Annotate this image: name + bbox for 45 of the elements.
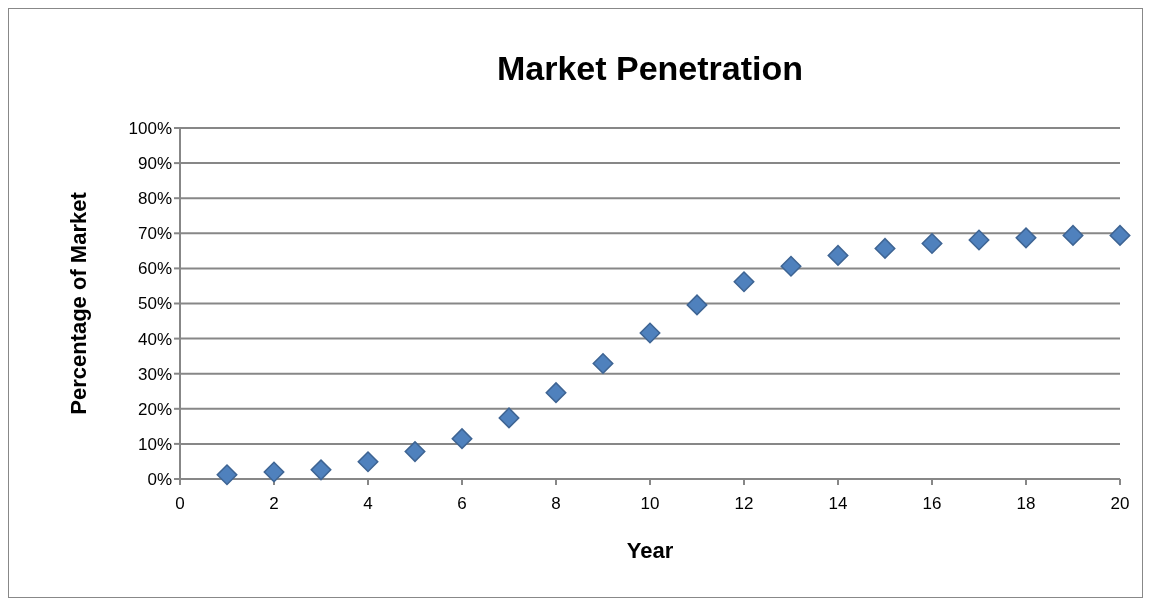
point xyxy=(263,461,285,483)
x-axis-title: Year xyxy=(626,538,674,563)
y-tick-label: 80% xyxy=(137,189,172,209)
x-tick-label: 0 xyxy=(175,494,185,513)
y-tick-label: 70% xyxy=(137,224,172,244)
point xyxy=(1109,224,1131,246)
x-tick-label: 4 xyxy=(363,494,373,513)
point xyxy=(357,451,379,473)
point xyxy=(874,237,896,259)
point xyxy=(498,407,520,429)
chart-title: Market Penetration xyxy=(496,49,804,87)
y-tick-label: 10% xyxy=(137,434,172,454)
y-tick-label: 30% xyxy=(137,364,172,384)
y-tick-label: 60% xyxy=(137,259,172,279)
y-tick-label: 100% xyxy=(128,118,172,138)
x-tick-label: 16 xyxy=(922,494,942,513)
x-tick-label: 12 xyxy=(734,494,754,513)
x-tick-label: 2 xyxy=(269,494,279,513)
x-tick-label: 20 xyxy=(1110,494,1130,513)
y-tick-label: 40% xyxy=(137,329,172,349)
point xyxy=(451,428,473,450)
y-tick-label: 90% xyxy=(137,154,172,174)
point xyxy=(216,464,238,486)
point xyxy=(639,322,661,344)
y-tick-label: 0% xyxy=(147,469,172,489)
y-axis-title: Percentage of Market xyxy=(66,191,91,415)
point xyxy=(1015,227,1037,249)
x-tick-label: 8 xyxy=(551,494,561,513)
x-tick-label: 10 xyxy=(640,494,660,513)
point xyxy=(827,244,849,266)
point xyxy=(733,271,755,293)
point xyxy=(686,294,708,316)
point xyxy=(545,382,567,404)
x-tick-label: 18 xyxy=(1016,494,1036,513)
point xyxy=(404,441,426,463)
y-tick-label: 50% xyxy=(137,294,172,314)
x-tick-label: 6 xyxy=(457,494,467,513)
y-tick-label: 20% xyxy=(137,399,172,419)
point xyxy=(968,229,990,251)
x-tick-label: 14 xyxy=(828,494,848,513)
point xyxy=(592,353,614,375)
point xyxy=(921,232,943,254)
point xyxy=(1062,224,1084,246)
point xyxy=(310,459,332,481)
point xyxy=(780,255,802,277)
